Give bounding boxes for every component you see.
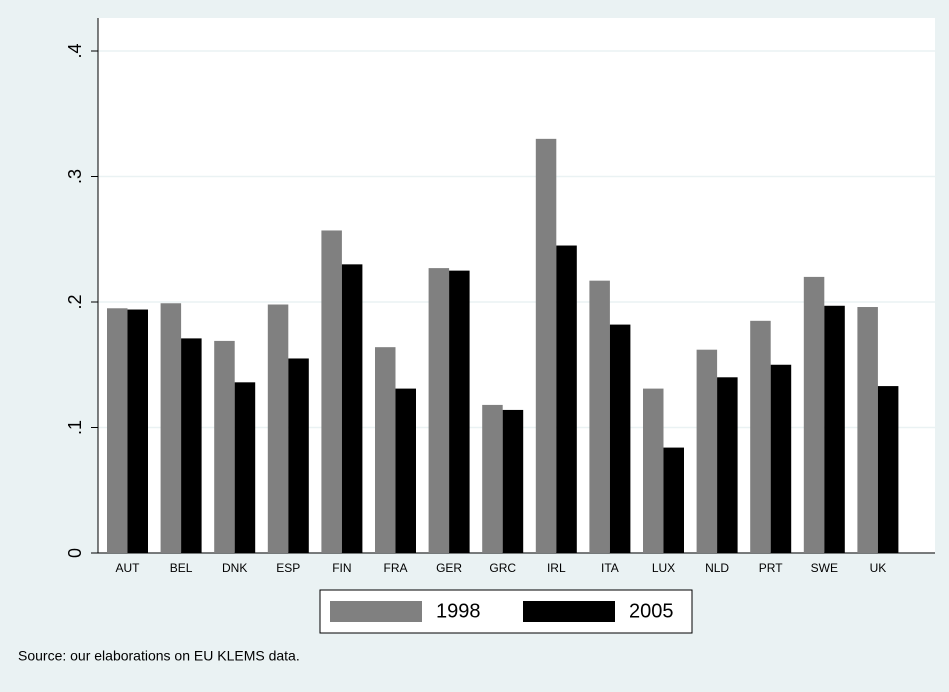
y-tick-label: .1 [65,420,85,435]
x-tick-label: DNK [222,561,247,575]
bar [449,270,470,553]
x-tick-label: NLD [705,561,729,575]
bar [482,404,503,553]
x-tick-label: FRA [384,561,408,575]
x-tick-label: GRC [489,561,516,575]
y-tick-label: .4 [65,43,85,58]
x-tick-label: ESP [276,561,300,575]
bar [160,303,182,553]
bar [857,307,878,553]
x-tick-label: UK [870,561,887,575]
bar [502,409,524,553]
bar [877,386,899,553]
x-tick-label: LUX [652,561,675,575]
legend-swatch [523,601,615,622]
x-tick-label: AUT [116,561,141,575]
bar [717,377,738,553]
x-tick-label: PRT [759,561,783,575]
bar [341,264,363,553]
bar [556,245,577,553]
bar [663,447,684,553]
bar [770,364,792,553]
bar [321,230,342,553]
bar [803,276,825,553]
legend-label: 2005 [629,600,674,622]
bar [750,320,771,553]
y-tick-label: .2 [65,294,85,309]
bar [127,309,148,553]
bar [288,358,309,553]
x-tick-label: SWE [811,561,838,575]
x-tick-label: IRL [547,561,566,575]
bar [589,280,610,553]
legend-swatch [330,601,422,622]
bar [214,340,235,553]
bar [375,347,396,553]
x-tick-label: FIN [332,561,351,575]
bar [107,308,128,553]
bar [181,338,202,553]
bar [395,388,416,553]
bar [428,268,450,553]
legend-label: 1998 [436,600,481,622]
y-tick-label: .3 [65,169,85,184]
source-note: Source: our elaborations on EU KLEMS dat… [18,648,300,664]
bar [696,349,718,553]
bar [609,324,631,553]
bar [267,304,289,553]
bar [824,305,845,553]
y-tick-label: 0 [65,548,85,558]
bar [234,382,256,553]
bar [535,138,557,553]
bar [643,388,664,553]
x-tick-label: ITA [601,561,619,575]
x-tick-label: GER [436,561,462,575]
x-tick-label: BEL [170,561,193,575]
